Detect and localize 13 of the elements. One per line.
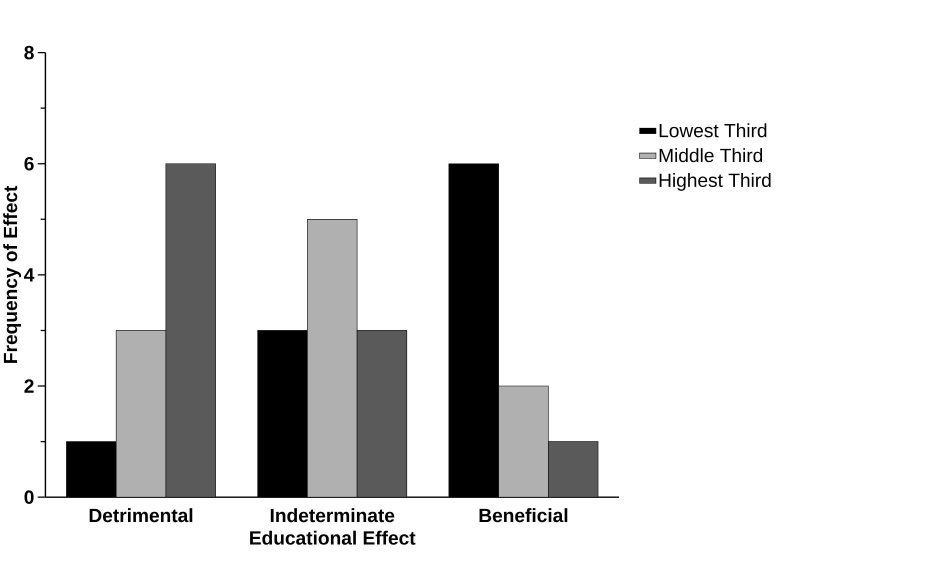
x-axis-title: Educational Effect xyxy=(250,530,416,545)
y-tick-label: 2 xyxy=(24,379,34,392)
y-tick-label: 6 xyxy=(24,156,34,170)
y-axis-title: Frequency of Effect xyxy=(3,186,22,363)
legend-label: Highest Third xyxy=(660,172,771,191)
y-tick-label: 0 xyxy=(24,490,34,504)
x-tick-label: Indeterminate xyxy=(270,508,394,522)
y-tick-label: 4 xyxy=(24,268,34,282)
y-tick-label: 8 xyxy=(24,46,34,60)
x-tick-label: Detrimental xyxy=(90,508,192,522)
legend-label: Lowest Third xyxy=(660,123,766,138)
legend-label: Middle Third xyxy=(660,148,762,162)
x-tick-label: Beneficial xyxy=(480,508,568,522)
